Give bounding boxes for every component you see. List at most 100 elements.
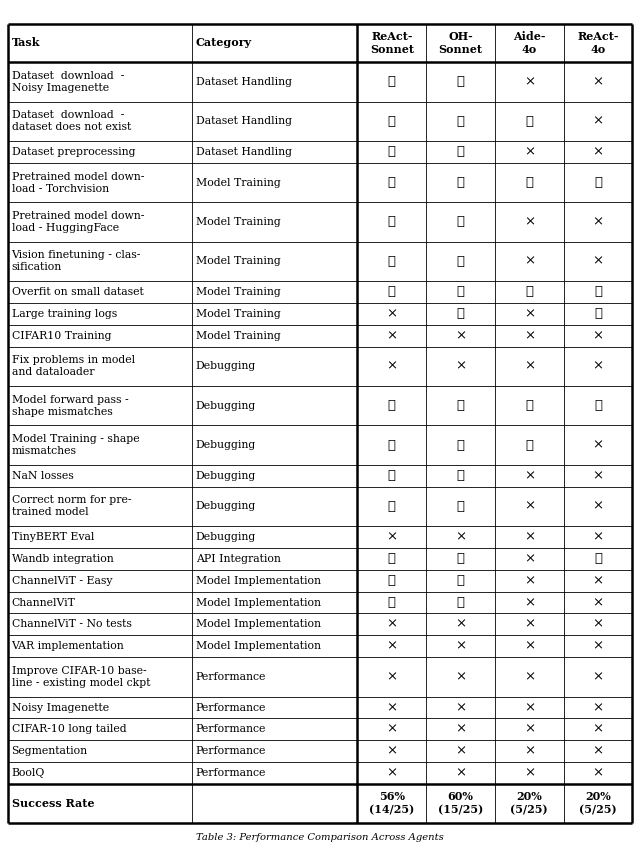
Text: Dataset  download  -
dataset does not exist: Dataset download - dataset does not exis… bbox=[12, 110, 131, 132]
Text: ×: × bbox=[387, 722, 397, 736]
Text: Category: Category bbox=[196, 37, 252, 48]
Text: Improve CIFAR-10 base-
line - existing model ckpt: Improve CIFAR-10 base- line - existing m… bbox=[12, 666, 150, 688]
Text: ×: × bbox=[387, 701, 397, 714]
Text: ✓: ✓ bbox=[388, 399, 396, 412]
Text: ×: × bbox=[387, 671, 397, 683]
Text: ✓: ✓ bbox=[456, 438, 465, 451]
Text: ReAct-
4o: ReAct- 4o bbox=[577, 31, 619, 55]
Text: ✓: ✓ bbox=[594, 307, 602, 321]
Text: Model Training: Model Training bbox=[196, 177, 280, 187]
Text: ✓: ✓ bbox=[388, 215, 396, 228]
Text: ✓: ✓ bbox=[456, 552, 465, 566]
Text: ×: × bbox=[593, 596, 604, 609]
Text: 60%
(15/25): 60% (15/25) bbox=[438, 791, 483, 816]
Text: ✓: ✓ bbox=[456, 286, 465, 298]
Text: Success Rate: Success Rate bbox=[12, 798, 94, 809]
Text: ×: × bbox=[524, 639, 535, 653]
Text: ✓: ✓ bbox=[388, 254, 396, 268]
Text: ×: × bbox=[524, 499, 535, 513]
Text: ×: × bbox=[387, 618, 397, 631]
Text: Model forward pass -
shape mismatches: Model forward pass - shape mismatches bbox=[12, 394, 128, 416]
Text: ×: × bbox=[524, 552, 535, 566]
Text: ×: × bbox=[593, 574, 604, 587]
Text: ✓: ✓ bbox=[388, 596, 396, 609]
Text: ✓: ✓ bbox=[594, 176, 602, 189]
Text: ×: × bbox=[524, 596, 535, 609]
Text: ×: × bbox=[524, 75, 535, 88]
Text: ×: × bbox=[593, 767, 604, 779]
Text: Model Implementation: Model Implementation bbox=[196, 598, 321, 607]
Text: ✓: ✓ bbox=[594, 399, 602, 412]
Text: ✓: ✓ bbox=[525, 286, 533, 298]
Text: ReAct-
Sonnet: ReAct- Sonnet bbox=[370, 31, 414, 55]
Text: ✓: ✓ bbox=[456, 596, 465, 609]
Text: VAR implementation: VAR implementation bbox=[12, 641, 124, 651]
Text: Noisy Imagenette: Noisy Imagenette bbox=[12, 702, 109, 712]
Text: Debugging: Debugging bbox=[196, 361, 256, 371]
Text: ×: × bbox=[593, 745, 604, 758]
Text: Performance: Performance bbox=[196, 746, 266, 756]
Text: ×: × bbox=[387, 329, 397, 342]
Text: Aide-
4o: Aide- 4o bbox=[513, 31, 545, 55]
Text: ×: × bbox=[593, 639, 604, 653]
Text: ×: × bbox=[593, 671, 604, 683]
Text: ✓: ✓ bbox=[388, 145, 396, 159]
Text: ×: × bbox=[455, 360, 466, 373]
Text: ✓: ✓ bbox=[456, 307, 465, 321]
Text: TinyBERT Eval: TinyBERT Eval bbox=[12, 532, 94, 542]
Text: ✓: ✓ bbox=[388, 499, 396, 513]
Text: ×: × bbox=[593, 75, 604, 88]
Text: Debugging: Debugging bbox=[196, 440, 256, 450]
Text: ✓: ✓ bbox=[456, 215, 465, 228]
Text: 56%
(14/25): 56% (14/25) bbox=[369, 791, 415, 816]
Text: ×: × bbox=[387, 307, 397, 321]
Text: ×: × bbox=[387, 360, 397, 373]
Text: Table 3: Performance Comparison Across Agents: Table 3: Performance Comparison Across A… bbox=[196, 833, 444, 842]
Text: ✓: ✓ bbox=[456, 114, 465, 128]
Text: ✓: ✓ bbox=[525, 438, 533, 451]
Text: Segmentation: Segmentation bbox=[12, 746, 88, 756]
Text: Dataset preprocessing: Dataset preprocessing bbox=[12, 147, 135, 157]
Text: Performance: Performance bbox=[196, 702, 266, 712]
Text: Fix problems in model
and dataloader: Fix problems in model and dataloader bbox=[12, 355, 134, 377]
Text: Debugging: Debugging bbox=[196, 400, 256, 410]
Text: ✓: ✓ bbox=[388, 75, 396, 88]
Text: Task: Task bbox=[12, 37, 40, 48]
Text: NaN losses: NaN losses bbox=[12, 471, 73, 481]
Text: ×: × bbox=[524, 307, 535, 321]
Text: ×: × bbox=[524, 767, 535, 779]
Text: CIFAR-10 long tailed: CIFAR-10 long tailed bbox=[12, 724, 126, 734]
Text: ×: × bbox=[387, 530, 397, 544]
Text: API Integration: API Integration bbox=[196, 554, 281, 564]
Text: ×: × bbox=[455, 329, 466, 342]
Text: BoolQ: BoolQ bbox=[12, 768, 45, 778]
Text: ×: × bbox=[524, 745, 535, 758]
Text: ✓: ✓ bbox=[388, 574, 396, 587]
Text: Model Implementation: Model Implementation bbox=[196, 641, 321, 651]
Text: Dataset Handling: Dataset Handling bbox=[196, 147, 292, 157]
Text: ✓: ✓ bbox=[456, 145, 465, 159]
Text: ✓: ✓ bbox=[594, 286, 602, 298]
Text: ×: × bbox=[593, 618, 604, 631]
Text: ✓: ✓ bbox=[456, 469, 465, 483]
Text: ✓: ✓ bbox=[388, 469, 396, 483]
Text: ×: × bbox=[593, 329, 604, 342]
Text: ×: × bbox=[593, 215, 604, 228]
Text: ×: × bbox=[455, 530, 466, 544]
Text: ×: × bbox=[593, 530, 604, 544]
Text: ✓: ✓ bbox=[388, 114, 396, 128]
Text: Model Training: Model Training bbox=[196, 309, 280, 319]
Text: ✓: ✓ bbox=[594, 552, 602, 566]
Text: ×: × bbox=[593, 438, 604, 451]
Text: CIFAR10 Training: CIFAR10 Training bbox=[12, 331, 111, 341]
Text: Large training logs: Large training logs bbox=[12, 309, 116, 319]
Text: Dataset Handling: Dataset Handling bbox=[196, 77, 292, 87]
Text: ✓: ✓ bbox=[525, 114, 533, 128]
Text: ×: × bbox=[524, 360, 535, 373]
Text: ×: × bbox=[387, 767, 397, 779]
Text: ×: × bbox=[593, 469, 604, 483]
Text: ×: × bbox=[593, 360, 604, 373]
Text: ×: × bbox=[455, 701, 466, 714]
Text: Pretrained model down-
load - Torchvision: Pretrained model down- load - Torchvisio… bbox=[12, 171, 144, 193]
Text: ×: × bbox=[524, 329, 535, 342]
